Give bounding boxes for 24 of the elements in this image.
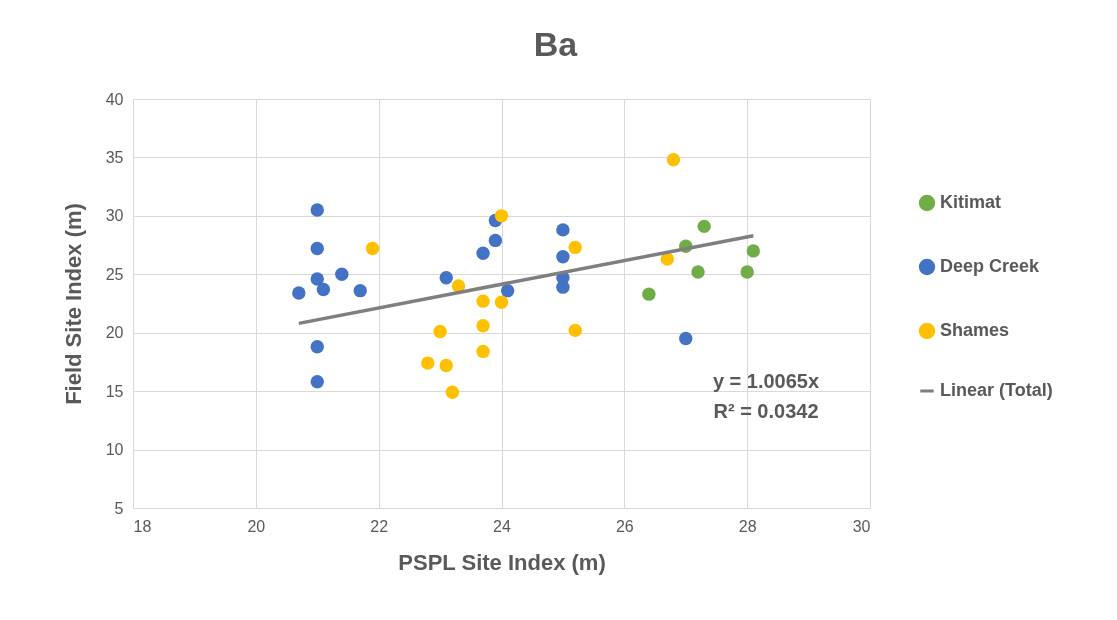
y-tick-label: 40 [105,90,124,108]
y-tick-label: 30 [105,207,124,225]
x-tick-label: 20 [247,517,266,535]
x-tick-label: 24 [493,517,511,535]
y-axis-title: Field Site Index (m) [60,203,86,405]
annotation: y = 1.0065x [712,370,820,392]
y-tick-label: 10 [105,441,124,459]
y-tick-label: 20 [105,324,124,342]
y-tick-label: 25 [105,265,124,283]
y-tick-label: 15 [105,382,124,400]
legend-label: Linear (Total) [940,380,1053,400]
x-tick-label: 30 [852,517,871,535]
y-tick-label: 35 [105,148,124,166]
x-tick-label: 18 [133,517,152,535]
legend-label: Shames [940,320,1010,340]
legend-label: Deep Creek [940,256,1041,276]
x-tick-label: 22 [370,517,389,535]
annotation: R² = 0.0342 [713,400,819,422]
x-axis-title: PSPL Site Index (m) [398,549,606,575]
chart-title: Ba [533,25,579,63]
legend-label: Kitimat [940,192,1002,212]
x-tick-label: 28 [738,517,757,535]
x-tick-label: 26 [615,517,634,535]
y-tick-label: 5 [114,499,124,517]
